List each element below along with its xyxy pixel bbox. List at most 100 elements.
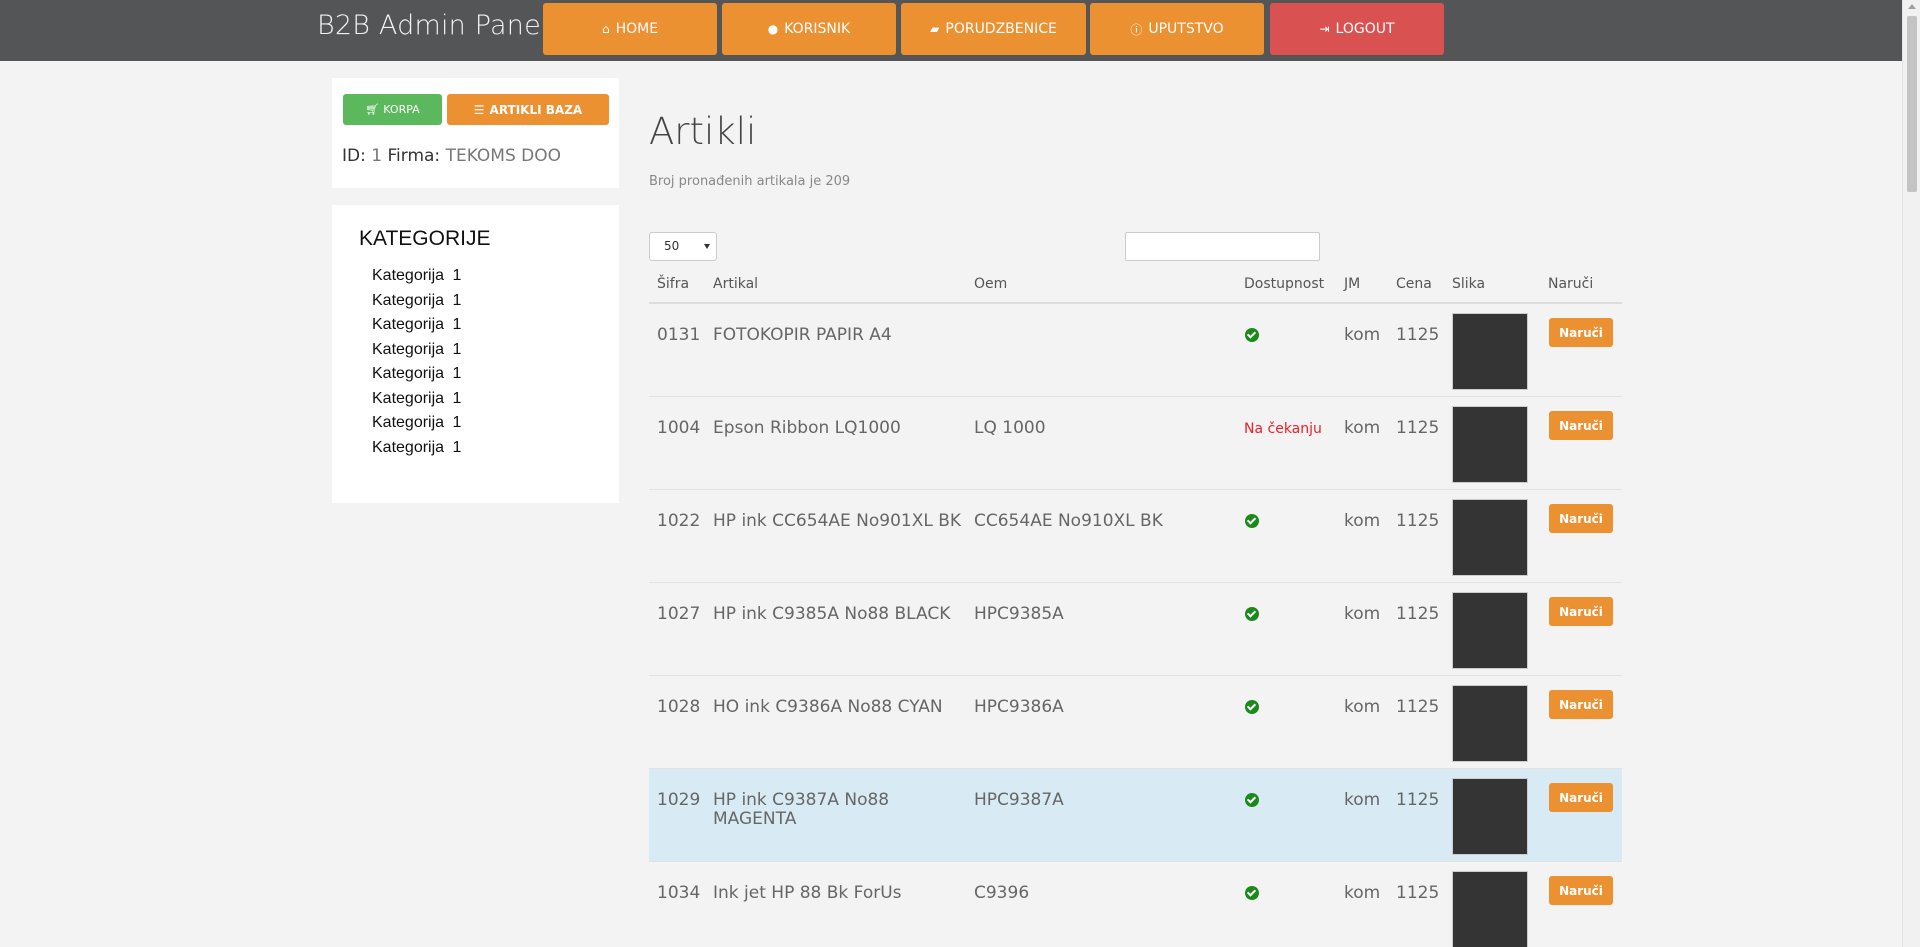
brand-title[interactable]: B2B Admin Panel <box>317 10 549 41</box>
order-button[interactable]: Naruči <box>1549 411 1613 440</box>
articles-table: Šifra Artikal Oem Dostupnost JM Cena Sli… <box>649 271 1622 947</box>
cell-artikal: HO ink C9386A No88 CYAN <box>713 697 943 717</box>
order-button[interactable]: Naruči <box>1549 504 1613 533</box>
cell-oem: HPC9386A <box>974 697 1064 717</box>
sign-out-icon: ⇥ <box>1319 22 1330 36</box>
header-jm[interactable]: JM <box>1344 276 1361 292</box>
product-image[interactable] <box>1452 406 1528 483</box>
header-sifra[interactable]: Šifra <box>657 276 690 292</box>
nav-porudzbenice-button[interactable]: ▰ PORUDZBENICE <box>901 3 1086 55</box>
info-circle-icon: ⓘ <box>1130 22 1143 37</box>
firma-label: Firma: <box>387 146 441 166</box>
cell-cena: 1125 <box>1396 883 1440 903</box>
table-row: 1022 HP ink CC654AE No901XL BK CC654AE No9… <box>649 490 1622 583</box>
header-slika: Slika <box>1452 276 1486 292</box>
cell-oem: CC654AE No910XL BK <box>974 511 1163 531</box>
cart-icon: 🛒︎ <box>365 103 380 116</box>
product-image[interactable] <box>1452 685 1528 762</box>
order-button[interactable]: Naruči <box>1549 597 1613 626</box>
nav-korisnik-button[interactable]: ● KORISNIK <box>722 3 896 55</box>
table-row: 0131 FOTOKOPIR PAPIR A4 kom 1125 Naruči <box>649 304 1622 397</box>
page-size-value: 50 <box>664 239 680 253</box>
cell-cena: 1125 <box>1396 604 1440 624</box>
order-button[interactable]: Naruči <box>1549 783 1613 812</box>
table-row: 1004 Epson Ribbon LQ1000 LQ 1000 Na čekanju… <box>649 397 1622 490</box>
table-row: 1034 Ink jet HP 88 Bk ForUs C9396 kom 1125 Na… <box>649 862 1622 947</box>
page-scrollbar[interactable] <box>1902 0 1920 947</box>
categories-list: Kategorija 1 Kategorija 1 Kategorija 1 K… <box>372 264 461 460</box>
cell-jm: kom <box>1344 790 1381 810</box>
category-item[interactable]: Kategorija 1 <box>372 267 462 284</box>
cell-jm: kom <box>1344 697 1381 717</box>
nav-home-button[interactable]: ⌂ HOME <box>543 3 717 55</box>
table-header: Šifra Artikal Oem Dostupnost JM Cena Sli… <box>649 271 1622 304</box>
id-label: ID: <box>342 146 366 166</box>
header-artikal[interactable]: Artikal <box>713 276 759 292</box>
top-navbar: B2B Admin Panel ⌂ HOME ● KORISNIK ▰ PORU… <box>0 0 1902 61</box>
header-oem[interactable]: Oem <box>974 276 1008 292</box>
artikli-baza-button[interactable]: ☰ ARTIKLI BAZA <box>447 94 609 125</box>
cell-oem: LQ 1000 <box>974 418 1046 438</box>
product-image[interactable] <box>1452 313 1528 390</box>
product-image[interactable] <box>1452 499 1528 576</box>
cell-jm: kom <box>1344 325 1381 345</box>
user-icon: ● <box>767 22 779 36</box>
home-icon: ⌂ <box>601 22 610 36</box>
list-icon: ☰ <box>473 102 485 117</box>
page-size-select[interactable]: 50 <box>649 232 717 261</box>
header-cena[interactable]: Cena <box>1396 276 1432 292</box>
order-button[interactable]: Naruči <box>1549 690 1613 719</box>
check-circle-icon <box>1245 886 1259 900</box>
category-item[interactable]: Kategorija 1 <box>372 389 462 407</box>
nav-logout-button[interactable]: ⇥ LOGOUT <box>1270 3 1444 55</box>
category-item[interactable]: Kategorija 1 <box>372 438 462 456</box>
nav-home-label: HOME <box>615 21 659 37</box>
category-item[interactable]: Kategorija 1 <box>372 316 462 333</box>
cell-sifra: 1027 <box>657 604 701 624</box>
scroll-up-arrow-icon[interactable] <box>1908 4 1916 9</box>
category-item[interactable]: Kategorija 1 <box>372 365 462 382</box>
cell-cena: 1125 <box>1396 790 1440 810</box>
artikli-baza-label: ARTIKLI BAZA <box>489 102 583 117</box>
cell-cena: 1125 <box>1396 325 1440 345</box>
nav-uputstvo-label: UPUTSTVO <box>1148 21 1224 37</box>
nav-uputstvo-button[interactable]: ⓘ UPUTSTVO <box>1090 3 1264 55</box>
cell-artikal: Epson Ribbon LQ1000 <box>713 418 901 438</box>
table-row: 1027 HP ink C9385A No88 BLACK HPC9385A kom 1… <box>649 583 1622 676</box>
cell-artikal: Ink jet HP 88 Bk ForUs <box>713 883 902 903</box>
cell-jm: kom <box>1344 883 1381 903</box>
nav-logout-label: LOGOUT <box>1335 21 1395 37</box>
category-item[interactable]: Kategorija 1 <box>372 414 462 431</box>
cell-artikal: HP ink C9385A No88 BLACK <box>713 604 951 624</box>
check-circle-icon <box>1245 607 1259 621</box>
cell-sifra: 1029 <box>657 790 701 810</box>
check-circle-icon <box>1245 793 1259 807</box>
cell-oem: HPC9385A <box>974 604 1064 624</box>
category-item[interactable]: Kategorija 1 <box>372 340 462 358</box>
cell-jm: kom <box>1344 604 1381 624</box>
table-row: 1028 HO ink C9386A No88 CYAN HPC9386A kom 11… <box>649 676 1622 769</box>
search-input[interactable] <box>1125 232 1320 261</box>
header-dostupnost[interactable]: Dostupnost <box>1244 276 1325 292</box>
scroll-thumb[interactable] <box>1907 16 1917 192</box>
cell-sifra: 1028 <box>657 697 701 717</box>
cell-cena: 1125 <box>1396 418 1440 438</box>
cell-jm: kom <box>1344 511 1381 531</box>
cell-oem: HPC9387A <box>974 790 1064 810</box>
firm-info: ID: 1 Firma: TEKOMS DOO <box>342 146 561 166</box>
category-item[interactable]: Kategorija 1 <box>372 291 462 309</box>
check-circle-icon <box>1245 700 1259 714</box>
categories-panel: KATEGORIJE Kategorija 1 Kategorija 1 Kat… <box>332 205 619 503</box>
cell-sifra: 0131 <box>657 325 701 345</box>
account-panel: 🛒︎ KORPA ☰ ARTIKLI BAZA ID: 1 Firma: TEK… <box>332 78 619 188</box>
product-image[interactable] <box>1452 871 1528 947</box>
cell-oem: C9396 <box>974 883 1030 903</box>
product-image[interactable] <box>1452 592 1528 669</box>
table-row: 1029 HP ink C9387A No88 MAGENTA HPC9387A ko… <box>649 769 1622 862</box>
product-image[interactable] <box>1452 778 1528 855</box>
cell-cena: 1125 <box>1396 511 1440 531</box>
order-button[interactable]: Naruči <box>1549 876 1613 905</box>
order-button[interactable]: Naruči <box>1549 318 1613 347</box>
korpa-button[interactable]: 🛒︎ KORPA <box>343 94 442 125</box>
cell-artikal: HP ink CC654AE No901XL BK <box>713 511 962 531</box>
